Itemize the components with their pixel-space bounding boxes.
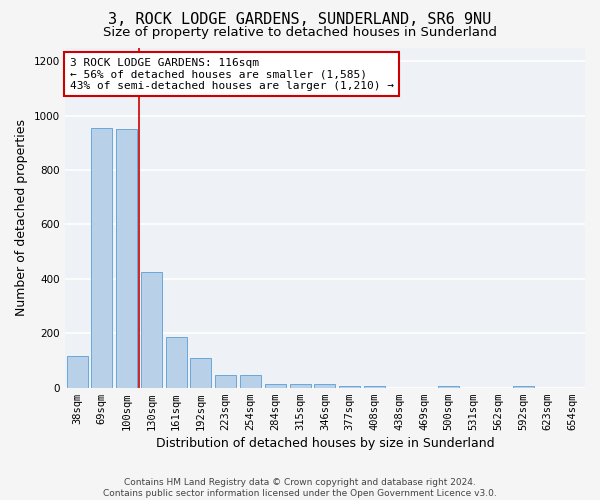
Bar xyxy=(215,376,236,388)
Bar xyxy=(512,386,533,388)
X-axis label: Distribution of detached houses by size in Sunderland: Distribution of detached houses by size … xyxy=(155,437,494,450)
Text: 3 ROCK LODGE GARDENS: 116sqm
← 56% of detached houses are smaller (1,585)
43% of: 3 ROCK LODGE GARDENS: 116sqm ← 56% of de… xyxy=(70,58,394,91)
Bar xyxy=(339,386,360,388)
Bar xyxy=(141,272,162,388)
Bar xyxy=(240,376,261,388)
Bar xyxy=(265,384,286,388)
Bar xyxy=(314,384,335,388)
Text: Contains HM Land Registry data © Crown copyright and database right 2024.
Contai: Contains HM Land Registry data © Crown c… xyxy=(103,478,497,498)
Bar xyxy=(438,386,459,388)
Bar xyxy=(364,386,385,388)
Bar xyxy=(67,356,88,388)
Bar xyxy=(190,358,211,388)
Bar xyxy=(290,384,311,388)
Text: 3, ROCK LODGE GARDENS, SUNDERLAND, SR6 9NU: 3, ROCK LODGE GARDENS, SUNDERLAND, SR6 9… xyxy=(109,12,491,28)
Bar xyxy=(91,128,112,388)
Bar xyxy=(166,338,187,388)
Text: Size of property relative to detached houses in Sunderland: Size of property relative to detached ho… xyxy=(103,26,497,39)
Y-axis label: Number of detached properties: Number of detached properties xyxy=(15,119,28,316)
Bar xyxy=(116,129,137,388)
